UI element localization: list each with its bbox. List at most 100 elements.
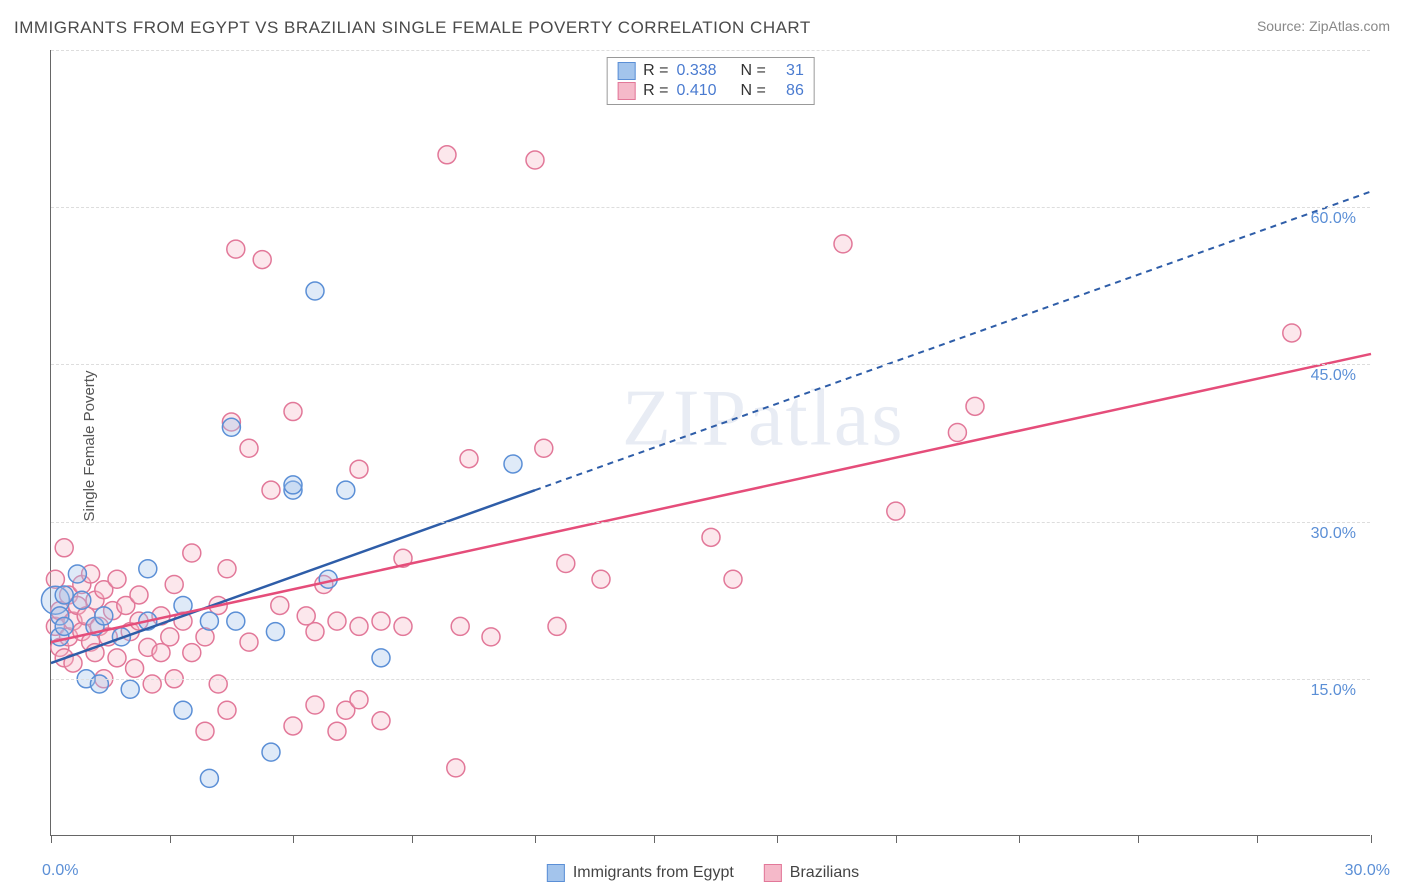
legend-item-brazil: Brazilians bbox=[764, 864, 859, 882]
x-tick bbox=[1138, 835, 1139, 843]
x-tick bbox=[293, 835, 294, 843]
y-tick-label: 45.0% bbox=[1311, 367, 1356, 385]
data-point-brazil bbox=[548, 617, 566, 635]
data-point-egypt bbox=[284, 476, 302, 494]
data-point-brazil bbox=[328, 722, 346, 740]
data-point-brazil bbox=[372, 712, 390, 730]
data-point-brazil bbox=[447, 759, 465, 777]
data-point-egypt bbox=[55, 617, 73, 635]
data-point-brazil bbox=[887, 502, 905, 520]
data-point-brazil bbox=[253, 251, 271, 269]
data-point-egypt bbox=[68, 565, 86, 583]
x-tick bbox=[777, 835, 778, 843]
data-point-brazil bbox=[240, 633, 258, 651]
data-point-brazil bbox=[126, 659, 144, 677]
data-point-brazil bbox=[284, 403, 302, 421]
data-point-brazil bbox=[108, 570, 126, 588]
data-point-egypt bbox=[372, 649, 390, 667]
data-point-brazil bbox=[535, 439, 553, 457]
data-point-egypt bbox=[121, 680, 139, 698]
data-point-brazil bbox=[526, 151, 544, 169]
data-point-egypt bbox=[227, 612, 245, 630]
data-point-brazil bbox=[328, 612, 346, 630]
data-point-egypt bbox=[222, 418, 240, 436]
data-point-brazil bbox=[196, 722, 214, 740]
data-point-brazil bbox=[350, 460, 368, 478]
trendline-brazil bbox=[51, 354, 1371, 642]
data-point-egypt bbox=[73, 591, 91, 609]
data-point-brazil bbox=[451, 617, 469, 635]
data-point-brazil bbox=[209, 675, 227, 693]
data-point-brazil bbox=[557, 555, 575, 573]
x-tick bbox=[170, 835, 171, 843]
legend-item-egypt: Immigrants from Egypt bbox=[547, 864, 734, 882]
x-tick bbox=[654, 835, 655, 843]
data-point-brazil bbox=[350, 691, 368, 709]
data-point-egypt bbox=[200, 769, 218, 787]
data-point-brazil bbox=[284, 717, 302, 735]
chart-source: Source: ZipAtlas.com bbox=[1257, 18, 1390, 34]
legend-label-brazil: Brazilians bbox=[790, 864, 859, 882]
x-tick bbox=[412, 835, 413, 843]
gridline bbox=[51, 364, 1370, 365]
data-point-brazil bbox=[183, 544, 201, 562]
x-tick bbox=[1019, 835, 1020, 843]
chart-title: IMMIGRANTS FROM EGYPT VS BRAZILIAN SINGL… bbox=[14, 18, 811, 38]
data-point-brazil bbox=[834, 235, 852, 253]
data-point-egypt bbox=[55, 586, 73, 604]
data-point-brazil bbox=[306, 623, 324, 641]
data-point-brazil bbox=[438, 146, 456, 164]
data-point-brazil bbox=[702, 528, 720, 546]
data-point-egypt bbox=[95, 607, 113, 625]
data-point-brazil bbox=[130, 586, 148, 604]
y-tick-label: 15.0% bbox=[1311, 682, 1356, 700]
x-tick bbox=[1257, 835, 1258, 843]
data-point-egypt bbox=[306, 282, 324, 300]
data-point-brazil bbox=[165, 575, 183, 593]
data-point-brazil bbox=[350, 617, 368, 635]
data-point-brazil bbox=[143, 675, 161, 693]
data-point-brazil bbox=[227, 240, 245, 258]
x-axis-max-label: 30.0% bbox=[1345, 862, 1390, 880]
data-point-egypt bbox=[337, 481, 355, 499]
x-tick bbox=[51, 835, 52, 843]
data-point-brazil bbox=[372, 612, 390, 630]
data-point-egypt bbox=[504, 455, 522, 473]
data-point-brazil bbox=[966, 397, 984, 415]
data-point-brazil bbox=[218, 701, 236, 719]
data-point-egypt bbox=[262, 743, 280, 761]
data-point-brazil bbox=[948, 424, 966, 442]
gridline bbox=[51, 50, 1370, 51]
gridline bbox=[51, 207, 1370, 208]
data-point-brazil bbox=[394, 617, 412, 635]
plot-svg bbox=[51, 50, 1370, 835]
data-point-brazil bbox=[183, 644, 201, 662]
legend-series: Immigrants from Egypt Brazilians bbox=[547, 864, 859, 882]
data-point-egypt bbox=[90, 675, 108, 693]
gridline bbox=[51, 522, 1370, 523]
data-point-brazil bbox=[108, 649, 126, 667]
data-point-brazil bbox=[55, 539, 73, 557]
data-point-brazil bbox=[262, 481, 280, 499]
data-point-brazil bbox=[724, 570, 742, 588]
gridline bbox=[51, 679, 1370, 680]
data-point-egypt bbox=[266, 623, 284, 641]
legend-swatch-brazil-bottom bbox=[764, 864, 782, 882]
data-point-brazil bbox=[218, 560, 236, 578]
data-point-brazil bbox=[306, 696, 324, 714]
y-tick-label: 30.0% bbox=[1311, 525, 1356, 543]
data-point-egypt bbox=[174, 701, 192, 719]
data-point-brazil bbox=[482, 628, 500, 646]
correlation-chart: IMMIGRANTS FROM EGYPT VS BRAZILIAN SINGL… bbox=[0, 0, 1406, 892]
data-point-brazil bbox=[460, 450, 478, 468]
data-point-egypt bbox=[200, 612, 218, 630]
legend-label-egypt: Immigrants from Egypt bbox=[573, 864, 734, 882]
data-point-brazil bbox=[592, 570, 610, 588]
data-point-egypt bbox=[139, 560, 157, 578]
x-tick bbox=[535, 835, 536, 843]
data-point-brazil bbox=[240, 439, 258, 457]
plot-area: R = 0.338 N = 31 R = 0.410 N = 86 ZIPatl… bbox=[50, 50, 1370, 836]
x-tick bbox=[1371, 835, 1372, 843]
data-point-brazil bbox=[161, 628, 179, 646]
x-tick bbox=[896, 835, 897, 843]
